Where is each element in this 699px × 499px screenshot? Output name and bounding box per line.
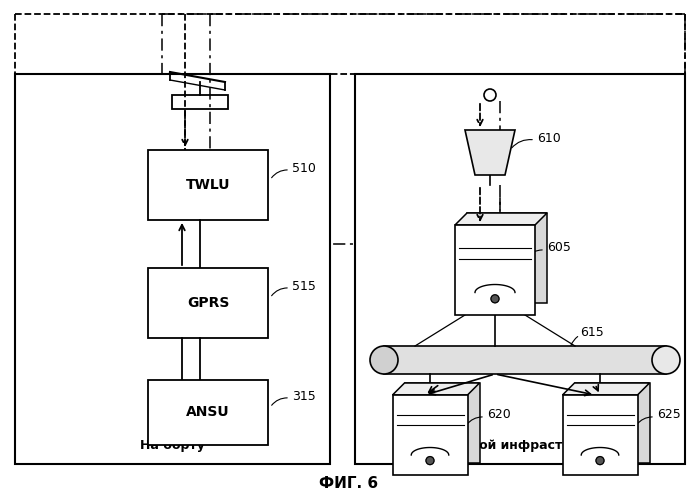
Polygon shape — [455, 225, 535, 315]
Polygon shape — [405, 383, 480, 463]
Polygon shape — [465, 130, 515, 175]
Text: TWLU: TWLU — [186, 178, 230, 192]
Bar — [384, 346, 666, 374]
Text: ФИГ. 6: ФИГ. 6 — [319, 476, 379, 491]
Polygon shape — [393, 395, 468, 475]
Bar — [15, 74, 330, 464]
Ellipse shape — [370, 346, 398, 374]
Text: 615: 615 — [580, 325, 604, 338]
Text: 625: 625 — [657, 409, 681, 422]
Polygon shape — [455, 213, 547, 225]
Circle shape — [491, 295, 499, 303]
Text: GPRS: GPRS — [187, 296, 229, 310]
Polygon shape — [467, 213, 547, 303]
Text: 315: 315 — [292, 390, 316, 403]
Text: 510: 510 — [292, 162, 316, 175]
Text: 610: 610 — [537, 132, 561, 145]
Bar — [148, 268, 268, 338]
Text: На борту: На борту — [140, 440, 205, 453]
Bar — [355, 74, 685, 464]
Bar — [148, 380, 268, 445]
Polygon shape — [393, 383, 480, 395]
Text: 515: 515 — [292, 279, 316, 292]
Text: 605: 605 — [547, 241, 571, 253]
Polygon shape — [563, 395, 637, 475]
Text: ANSU: ANSU — [186, 406, 230, 420]
Polygon shape — [563, 383, 649, 395]
Text: В наземной инфраструктуре.: В наземной инфраструктуре. — [415, 440, 626, 453]
Circle shape — [596, 457, 604, 465]
Bar — [172, 95, 228, 109]
Polygon shape — [575, 383, 649, 463]
Ellipse shape — [652, 346, 680, 374]
Circle shape — [426, 457, 434, 465]
Text: 620: 620 — [487, 409, 511, 422]
Bar — [148, 150, 268, 220]
